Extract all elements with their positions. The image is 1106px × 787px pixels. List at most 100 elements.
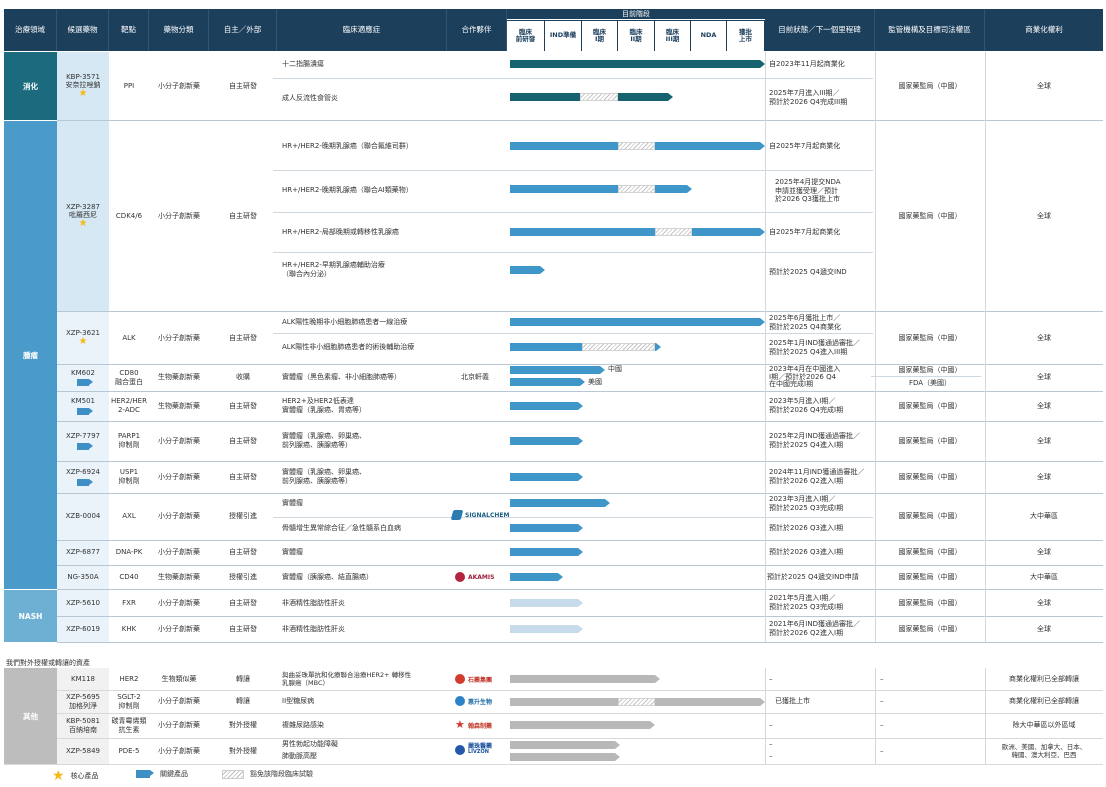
stage-bar [510,698,618,706]
drug-class: 小分子創新藥 [158,721,200,730]
status: – [769,740,773,749]
drug-class: 小分子創新藥 [158,512,200,521]
candidate-name: NG-350A [67,572,99,581]
akamis-logo-icon [455,572,465,582]
status: 2021年5月進入I期／ 預計於2025 Q3完成I期 [769,594,844,611]
stage-bar [618,93,673,101]
candidate-name: XZP-7797 [66,432,100,441]
candidate-xzp5610: XZP-5610 [57,590,109,616]
target: 碳青霉烯類 抗生素 [111,716,147,734]
target: ALK [122,333,136,342]
candidate-name: XZP-5695 加格列淨 [66,693,100,710]
status: – [769,674,773,683]
regulator: 國家藥監局（中國） [898,81,962,90]
status: 自2023年11月起商業化 [769,59,845,68]
row-divider [57,589,1103,590]
drug-class: 小分子創新藥 [158,472,200,481]
row-divider [273,252,873,253]
partner-en: LIVZON [468,749,489,755]
status: 2023年3月進入I期／ 預計於2025 Q3完成I期 [769,495,844,512]
partner: 翰森制藥 [468,722,493,730]
region-label-china: 中國 [608,365,622,374]
row-divider [273,517,873,518]
row-divider [57,311,1103,312]
candidate-name: KM118 [71,674,95,683]
status: 預計於2026 Q3進入I期 [769,548,844,557]
col-divider [875,52,876,642]
rights: 全球 [1037,598,1051,607]
partner-logo-akamis: AKAMIS [455,572,494,582]
drug-class: 小分子創新藥 [158,746,200,755]
status: 已獲批上市 [775,697,810,706]
status: 2025年7月進入III期／ 預計於2026 Q4完成III期 [769,89,848,106]
regulator: 國家藥監局（中國） [898,365,962,374]
candidate-km118: KM118 [57,668,109,690]
candidate-name: KBP-3571 安奈拉唑鈉 [65,72,101,89]
drug-class: 生物類似藥 [161,674,197,683]
regulator: – [880,674,884,683]
candidate-xzp6019: XZP-6019 [57,616,109,642]
stage-bar [510,675,660,683]
stage-bar [510,741,620,749]
regulator: 國家藥監局（中國） [898,624,962,633]
candidate-name: XZB-0004 [65,512,101,521]
regulator: – [880,697,884,706]
candidate-xzp6877: XZP-6877 [57,540,109,565]
livzon-logo-icon [455,744,465,755]
header-stage-phase3: 臨床 III期 [655,21,691,51]
rights: 全球 [1037,211,1051,220]
regulator: – [880,746,884,755]
header-stage-group: 目前階段 [507,9,765,20]
target: DNA-PK [115,548,143,557]
partner-logo-livzon: 麗珠醫藥 LIVZON [455,744,492,755]
col-divider [985,52,986,642]
rights: 全球 [1037,401,1051,410]
stage-bar [510,473,583,481]
indication: 成人反流性食管炎 [282,93,338,102]
candidate-xzp7797: XZP-7797 [57,421,109,461]
status: 預計於2025 Q4遞交IND申請 [767,572,859,581]
indication: 實體瘤（乳腺癌、卵巢癌、 前列腺癌、胰腺癌等） [282,468,366,485]
indication: ALK陽性晚期非小細胞肺癌患者一線治療 [282,317,408,326]
regulator: 國家藥監局（中國） [898,512,962,521]
header-indication: 臨床適應症 [277,9,447,51]
regulator: 國家藥監局（中國） [898,572,962,581]
header-partner: 合作夥伴 [447,9,507,51]
stage-bar [510,753,620,761]
target: HER2/HER 2-ADC [111,397,147,414]
col-divider [875,668,876,764]
source: 授權引進 [229,572,257,581]
core-product-star-icon: ★ [78,336,88,348]
candidate-bg [57,52,109,120]
header-stage-ind: IND準備 [545,21,582,51]
legend-label: 豁免該階段臨床試驗 [250,770,313,778]
header-stage-nda: NDA [691,21,727,51]
legend-core: ★ 核心產品 [52,769,99,783]
key-product-flag-icon [77,407,93,415]
header-target: 靶點 [109,9,149,51]
stage-bar [510,437,583,445]
partner-logo-signalchem: SIGNALCHEM [450,510,509,520]
indication: 男性勃起功能障礙 [282,740,338,749]
status: 2024年11月IND獲通過審批／ 預計於2026 Q2進入I期 [769,468,865,485]
section-title-outlicensed: 我們對外授權或轉讓的資產 [6,659,90,667]
rights: 全球 [1037,333,1051,342]
stage-bar [510,721,655,729]
stage-bar [510,524,583,532]
row-divider [57,616,1103,617]
partner: 北京軒義 [461,373,489,382]
candidate-name: XZP-5849 [66,746,100,755]
core-product-star-icon: ★ [78,88,88,100]
row-divider [871,376,981,377]
row-divider [273,78,873,79]
row-divider [57,565,1103,566]
candidate-name: XZP-3621 [66,328,100,337]
stage-bar [510,548,583,556]
signalchem-logo-icon [450,510,464,520]
rights: 全球 [1037,373,1051,382]
exempt-hatch [618,185,655,193]
stage-bar [655,343,661,351]
stage-bar [510,343,582,351]
core-product-star-icon: ★ [52,768,65,784]
candidate-name: XZP-6019 [66,624,100,633]
